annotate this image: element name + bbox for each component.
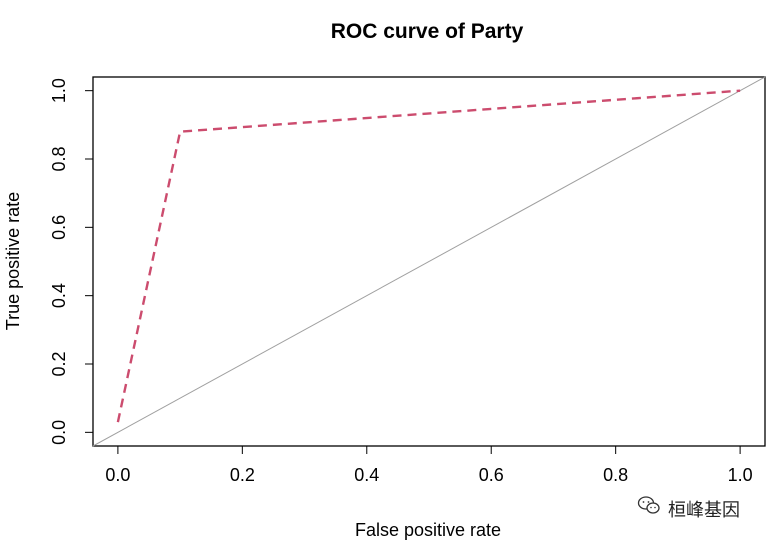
watermark-text: 桓峰基因 bbox=[668, 500, 740, 521]
x-tick-label: 1.0 bbox=[728, 465, 753, 485]
x-tick-label: 0.2 bbox=[230, 465, 255, 485]
diagonal-reference-line bbox=[92, 76, 766, 447]
x-axis: 0.0 0.2 0.4 0.6 0.8 1.0 bbox=[105, 446, 753, 485]
x-tick-label: 0.8 bbox=[603, 465, 628, 485]
x-tick-label: 0.0 bbox=[105, 465, 130, 485]
y-axis-title: True positive rate bbox=[3, 192, 23, 330]
series-layer bbox=[116, 89, 741, 423]
x-axis-title: False positive rate bbox=[355, 520, 501, 540]
x-tick-label: 0.6 bbox=[479, 465, 504, 485]
y-tick-label: 0.4 bbox=[49, 283, 69, 308]
y-tick-label: 0.6 bbox=[49, 215, 69, 240]
x-tick-label: 0.4 bbox=[354, 465, 379, 485]
y-tick-label: 0.0 bbox=[49, 420, 69, 445]
y-axis: 0.0 0.2 0.4 0.6 0.8 1.0 bbox=[49, 78, 93, 445]
y-tick-label: 1.0 bbox=[49, 78, 69, 103]
roc-curve-line bbox=[116, 89, 741, 423]
y-tick-label: 0.2 bbox=[49, 351, 69, 376]
reference-layer bbox=[92, 76, 766, 447]
plot-area-frame bbox=[92, 76, 766, 447]
y-tick-label: 0.8 bbox=[49, 146, 69, 171]
wechat-icon bbox=[637, 496, 660, 514]
watermark: 桓峰基因 bbox=[637, 496, 740, 521]
chart-title: ROC curve of Party bbox=[331, 20, 524, 43]
